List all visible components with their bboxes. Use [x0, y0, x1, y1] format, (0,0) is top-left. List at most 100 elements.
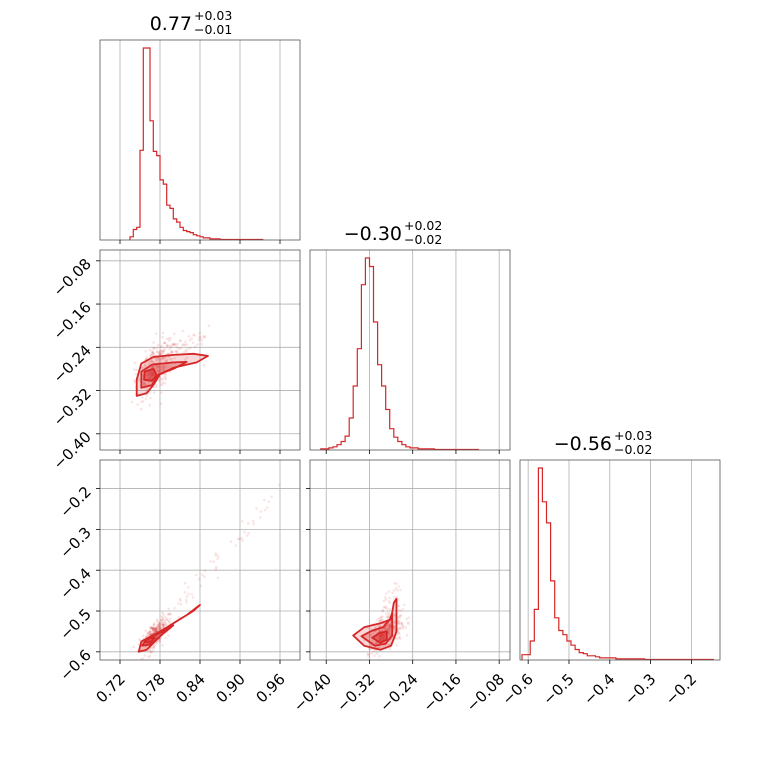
scatter-point [150, 626, 153, 630]
scatter-point [368, 647, 371, 651]
scatter-point [149, 631, 152, 634]
scatter-point [175, 351, 179, 354]
scatter-point [183, 581, 187, 585]
scatter-point [167, 620, 170, 623]
scatter-point [158, 377, 161, 380]
scatter-point [168, 348, 171, 351]
scatter-point [155, 625, 158, 629]
scatter-point [147, 375, 151, 379]
scatter-point [141, 646, 144, 649]
scatter-point [152, 365, 155, 369]
scatter-point [154, 627, 157, 631]
scatter-point [396, 604, 400, 607]
scatter-point [140, 400, 143, 404]
scatter-point [381, 615, 384, 618]
scatter-point [155, 629, 158, 632]
scatter-point [389, 629, 392, 632]
scatter-point [149, 627, 152, 630]
scatter-point [161, 378, 164, 381]
scatter-point [185, 598, 188, 602]
scatter-point [177, 602, 180, 605]
scatter-point [183, 343, 187, 347]
y-tick-label-1: −0.32 [50, 385, 95, 430]
scatter-point [162, 623, 166, 627]
scatter-point [161, 622, 165, 625]
scatter-point [152, 628, 155, 632]
scatter-point [388, 625, 391, 628]
scatter-point [150, 359, 154, 363]
y-tick-label-4: −0.2 [56, 483, 94, 521]
scatter-point [263, 498, 266, 502]
scatter-point [400, 622, 404, 625]
x-tick-label-3: 0.90 [212, 670, 248, 706]
scatter-point [387, 631, 391, 634]
scatter-point [168, 339, 171, 342]
scatter-point [155, 366, 158, 370]
scatter-point [388, 647, 392, 651]
scatter-point [155, 635, 158, 638]
scatter-point [378, 645, 381, 649]
scatter-point [181, 329, 185, 333]
scatter-point [158, 625, 161, 629]
scatter-point [382, 606, 385, 609]
scatter-point [134, 372, 138, 376]
scatter-point [159, 365, 162, 369]
scatter-point [161, 350, 164, 354]
scatter-point [137, 638, 141, 641]
scatter-point [397, 605, 400, 608]
scatter-point [393, 596, 396, 599]
scatter-point [163, 347, 166, 351]
y-tick-label-0: −0.40 [50, 428, 95, 473]
scatter-point [158, 365, 161, 368]
scatter-point [152, 352, 155, 356]
scatter-point [388, 625, 391, 629]
scatter-point [151, 371, 155, 375]
scatter-point [148, 654, 152, 658]
title-plus-1: +0.02 [404, 218, 442, 233]
scatter-point [159, 360, 163, 364]
scatter-point [149, 374, 153, 378]
scatter-point [157, 357, 160, 361]
scatter-point [155, 635, 159, 638]
scatter-point [370, 644, 373, 647]
scatter-point [147, 655, 150, 659]
panel-title-1: −0.30 +0.02−0.02 [344, 218, 443, 247]
scatter-point [379, 639, 382, 642]
scatter-point [148, 360, 151, 363]
scatter-point [144, 629, 148, 633]
scatter-point [382, 633, 385, 637]
scatter-point [155, 369, 159, 372]
scatter-point [185, 356, 189, 360]
scatter-point [132, 379, 136, 382]
scatter-point [151, 626, 154, 629]
scatter-point [388, 608, 392, 611]
scatter-point [164, 365, 168, 368]
scatter-point [135, 368, 139, 372]
scatter-point [401, 624, 405, 627]
scatter-point [144, 383, 148, 387]
scatter-point [169, 337, 172, 340]
scatter-point [168, 357, 172, 361]
scatter-point [150, 360, 154, 364]
scatter-point [165, 618, 169, 621]
contour-level-1 [360, 612, 394, 647]
scatter-point [385, 627, 389, 631]
scatter-point [142, 366, 145, 370]
scatter-point [151, 629, 154, 633]
scatter-point [393, 613, 396, 616]
scatter-point [229, 540, 233, 543]
scatter-point [152, 361, 155, 365]
scatter-point [381, 634, 385, 637]
scatter-point [149, 372, 152, 375]
scatter-point [398, 635, 401, 638]
scatter-point [383, 596, 387, 599]
scatter-point [384, 592, 388, 595]
scatter-point [153, 374, 156, 377]
scatter-point [150, 353, 153, 357]
scatter-point [385, 607, 389, 610]
scatter-point [401, 627, 405, 630]
scatter-point [388, 634, 391, 637]
scatter-point [388, 601, 392, 604]
scatter-point [382, 638, 385, 641]
scatter-point [161, 618, 164, 622]
